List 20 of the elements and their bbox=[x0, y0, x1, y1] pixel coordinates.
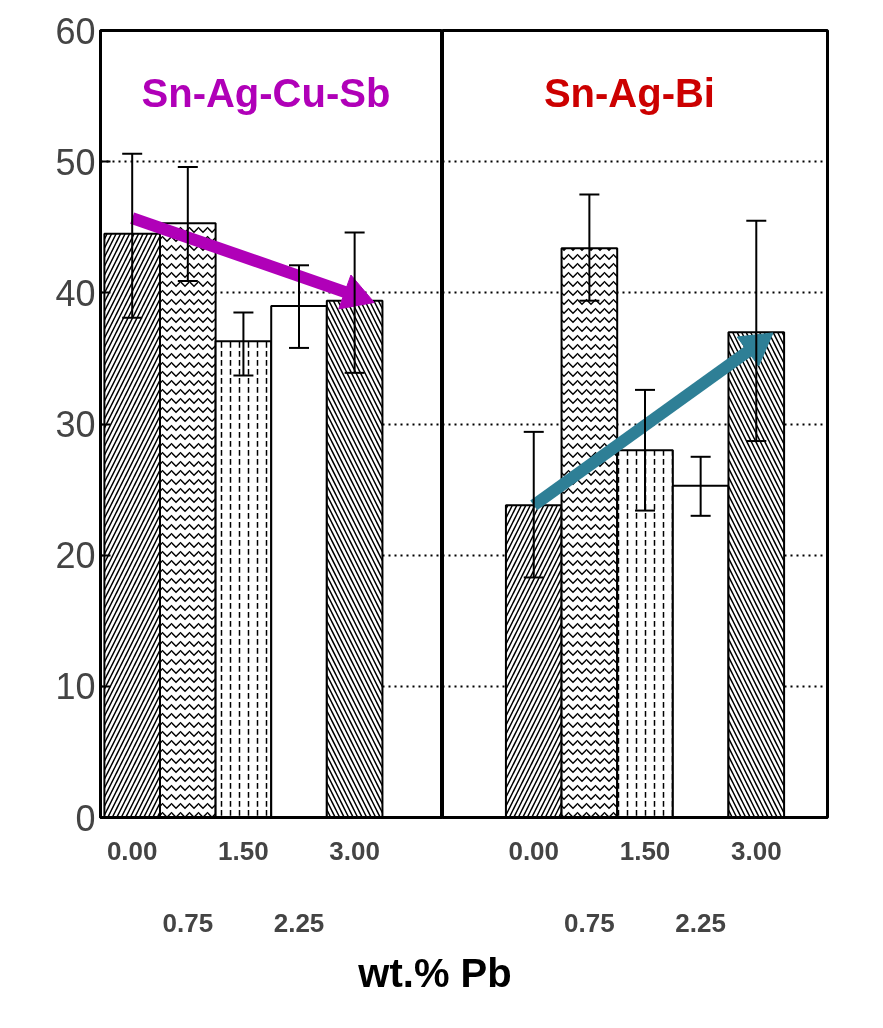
x-tick-label: 2.25 bbox=[273, 907, 325, 938]
y-tick-label: 40 bbox=[55, 272, 96, 314]
text: Sn-Ag-Cu-Sb bbox=[141, 71, 391, 116]
y-tick-label: 0 bbox=[75, 797, 96, 839]
x-tick-label: 3.00 bbox=[329, 835, 380, 866]
x-tick-label: 3.00 bbox=[730, 835, 782, 866]
y-tick-label: 20 bbox=[55, 535, 96, 577]
x-tick-label: 2.25 bbox=[675, 907, 726, 938]
x-tick-label: 1.50 bbox=[619, 835, 671, 866]
x-tick-label: 0.75 bbox=[564, 907, 615, 938]
y-tick-label: 60 bbox=[55, 10, 96, 52]
y-tick-label: 10 bbox=[55, 666, 96, 708]
x-tick-label: 0.00 bbox=[106, 835, 158, 866]
text: Sn-Ag-Bi bbox=[543, 71, 715, 116]
x-axis-title: wt.% Pb bbox=[358, 950, 512, 997]
x-tick-label: 0.00 bbox=[508, 835, 560, 866]
x-tick-label: 0.75 bbox=[162, 907, 214, 938]
x-tick-label: 1.50 bbox=[218, 835, 269, 866]
y-tick-label: 30 bbox=[55, 404, 96, 445]
y-tick-label: 50 bbox=[55, 141, 96, 183]
